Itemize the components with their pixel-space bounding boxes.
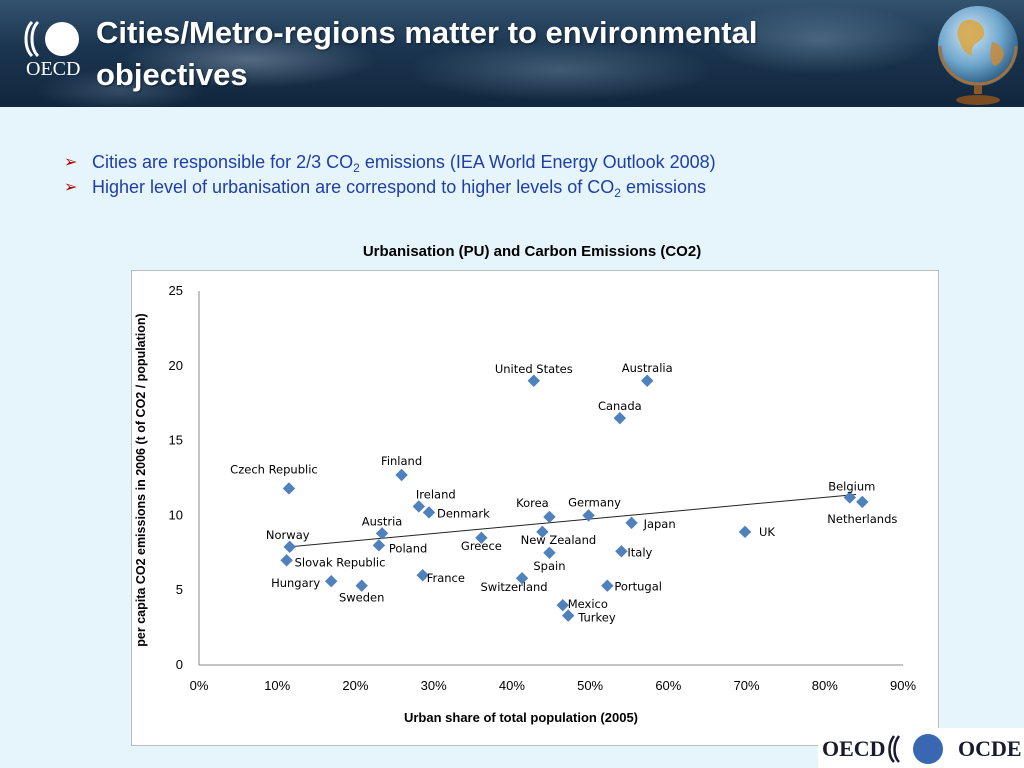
x-tick-label: 30% <box>421 678 447 693</box>
data-point <box>283 540 296 554</box>
data-label: New Zealand <box>521 533 597 547</box>
x-tick-label: 60% <box>655 678 681 693</box>
arrow-bullet-icon: ➢ <box>64 154 78 171</box>
y-tick-label: 5 <box>176 582 183 597</box>
data-label: Canada <box>598 399 642 413</box>
data-point <box>282 482 296 495</box>
x-tick-label: 70% <box>734 678 760 693</box>
x-tick-label: 40% <box>499 678 525 693</box>
data-point <box>324 575 338 588</box>
footer-oecd-text: OECD <box>822 736 886 761</box>
data-label: Netherlands <box>827 512 897 526</box>
data-label: Italy <box>627 545 652 559</box>
data-point <box>856 495 869 509</box>
data-label: Switzerland <box>481 580 548 594</box>
data-point <box>625 516 638 530</box>
data-point <box>372 539 386 552</box>
bullet-list: ➢ Cities are responsible for 2/3 CO2 emi… <box>62 150 716 200</box>
data-point <box>527 374 540 387</box>
data-label: Mexico <box>568 597 608 611</box>
footer-ocde-text: OCDE <box>958 736 1022 761</box>
data-point <box>543 510 556 524</box>
slide-title: Cities/Metro-regions matter to environme… <box>96 12 916 96</box>
y-tick-label: 0 <box>176 657 183 672</box>
data-label: Sweden <box>339 591 384 605</box>
data-point <box>562 609 575 622</box>
globe-icon <box>938 6 1018 105</box>
x-tick-label: 80% <box>812 678 838 693</box>
data-point <box>613 411 627 425</box>
data-point <box>280 554 293 567</box>
data-label: Belgium <box>828 479 875 493</box>
data-label: United States <box>495 362 573 376</box>
y-tick-label: 20 <box>169 358 183 373</box>
chart-title: Urbanisation (PU) and Carbon Emissions (… <box>362 243 702 260</box>
data-label: Turkey <box>577 611 616 625</box>
data-point <box>738 525 752 539</box>
data-label: Germany <box>568 495 621 509</box>
data-point <box>843 491 857 504</box>
x-tick-label: 0% <box>190 678 209 693</box>
data-point <box>641 374 654 387</box>
data-label: Finland <box>381 454 422 468</box>
data-label: Ireland <box>416 487 456 501</box>
data-label: Austria <box>362 514 403 528</box>
slide-header: OECD Cities/Metro-regions matter to envi… <box>0 0 1024 107</box>
x-axis-label: Urban share of total population (2005) <box>404 710 638 725</box>
data-label: Slovak Republic <box>295 555 386 569</box>
oecd-emblem-icon <box>888 734 943 764</box>
arrow-bullet-icon: ➢ <box>64 179 78 196</box>
y-axis-label: per capita CO2 emissions in 2006 (t of C… <box>134 313 148 646</box>
data-label: UK <box>759 525 775 539</box>
data-label: Korea <box>516 496 549 510</box>
data-label: Poland <box>389 541 427 555</box>
bullet-item-2: ➢ Higher level of urbanisation are corre… <box>64 177 706 200</box>
data-label: Australia <box>622 361 673 375</box>
data-point <box>615 545 628 558</box>
data-label: Spain <box>533 559 565 573</box>
oecd-logo <box>22 18 92 88</box>
x-tick-label: 50% <box>577 678 603 693</box>
chart-area: 0 5 10 15 20 25 0% 10% 20% 30% 40% 50% 60% 70% 80% 90% U… <box>131 270 939 746</box>
data-point <box>422 506 436 519</box>
x-tick-label: 90% <box>890 678 916 693</box>
data-label: Portugal <box>614 580 662 594</box>
y-tick-label: 10 <box>169 507 183 522</box>
oecd-emblem-icon <box>24 20 79 58</box>
oecd-logo-text: OECD <box>26 58 81 80</box>
y-tick-label: 15 <box>169 433 183 448</box>
data-point <box>543 546 556 559</box>
scatter-chart: 0 5 10 15 20 25 0% 10% 20% 30% 40% 50% 60% 70% 80% 90% U… <box>134 283 916 725</box>
slide-title-line1: Cities/Metro-regions matter to environme… <box>96 15 758 50</box>
slide-title-line2: objectives <box>96 57 248 92</box>
data-label: France <box>427 571 465 585</box>
data-label: Japan <box>643 517 676 531</box>
data-point <box>412 500 426 513</box>
data-label: Czech Republic <box>230 462 318 476</box>
data-point <box>395 468 408 482</box>
footer-logo: OECD OCDE <box>818 728 1024 768</box>
x-tick-label: 20% <box>342 678 368 693</box>
data-point <box>601 579 614 592</box>
data-label: Norway <box>266 528 310 542</box>
data-label: Greece <box>461 539 502 553</box>
data-point <box>416 569 429 582</box>
data-label: Hungary <box>271 576 320 590</box>
x-tick-label: 10% <box>264 678 290 693</box>
bullet-item-1: ➢ Cities are responsible for 2/3 CO2 emi… <box>64 152 716 175</box>
data-label: Denmark <box>437 506 490 520</box>
y-tick-label: 25 <box>169 283 183 298</box>
